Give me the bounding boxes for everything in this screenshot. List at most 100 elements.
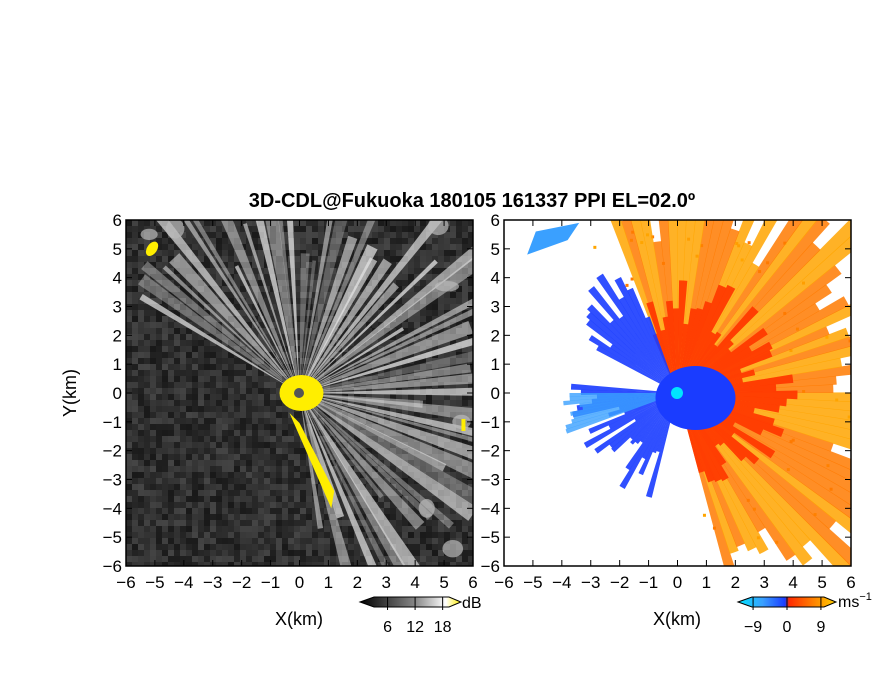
noise-cell [378, 442, 384, 448]
noise-cell [150, 520, 156, 526]
noise-cell [186, 358, 192, 364]
noise-cell [402, 376, 408, 382]
noise-cell [348, 232, 354, 238]
noise-cell [150, 490, 156, 496]
noise-cell [306, 250, 312, 256]
noise-cell [156, 226, 162, 232]
noise-cell [288, 448, 294, 454]
noise-cell [288, 532, 294, 538]
noise-cell [186, 238, 192, 244]
noise-cell [252, 550, 258, 556]
noise-cell [228, 256, 234, 262]
noise-cell [438, 562, 444, 566]
reflectivity-beam [299, 235, 358, 393]
noise-cell [396, 286, 402, 292]
noise-cell [408, 262, 414, 268]
noise-cell [252, 262, 258, 268]
noise-cell [396, 244, 402, 250]
noise-cell [306, 286, 312, 292]
noise-cell [342, 220, 348, 226]
noise-cell [168, 442, 174, 448]
noise-cell [216, 364, 222, 370]
noise-cell [240, 424, 246, 430]
noise-cell [348, 226, 354, 232]
noise-cell [234, 298, 240, 304]
noise-cell [270, 304, 276, 310]
noise-cell [144, 496, 150, 502]
noise-cell [198, 220, 204, 226]
noise-cell [228, 226, 234, 232]
noise-cell [264, 400, 270, 406]
noise-cell [462, 460, 468, 466]
noise-cell [186, 388, 192, 394]
noise-cell [126, 292, 132, 298]
noise-cell [414, 550, 420, 556]
noise-cell [192, 526, 198, 532]
noise-cell [300, 448, 306, 454]
noise-cell [372, 544, 378, 550]
noise-cell [216, 226, 222, 232]
noise-cell [462, 310, 468, 316]
noise-cell [168, 400, 174, 406]
left-colorbar-bar [358, 596, 463, 608]
noise-cell [384, 274, 390, 280]
noise-cell [228, 346, 234, 352]
noise-cell [456, 430, 462, 436]
noise-cell [408, 538, 414, 544]
noise-cell [396, 508, 402, 514]
reflectivity-beam [299, 320, 473, 393]
noise-cell [198, 322, 204, 328]
noise-cell [444, 472, 450, 478]
noise-cell [132, 280, 138, 286]
noise-cell [228, 394, 234, 400]
noise-cell [318, 448, 324, 454]
x-tick-label: 0 [295, 573, 304, 592]
noise-cell [180, 484, 186, 490]
reflectivity-beam [299, 387, 473, 396]
noise-cell [354, 352, 360, 358]
noise-cell [258, 496, 264, 502]
noise-cell [216, 466, 222, 472]
noise-cell [294, 256, 300, 262]
noise-cell [258, 454, 264, 460]
noise-cell [324, 436, 330, 442]
noise-cell [390, 400, 396, 406]
noise-cell [366, 454, 372, 460]
noise-cell [450, 436, 456, 442]
noise-cell [156, 442, 162, 448]
noise-cell [294, 460, 300, 466]
noise-cell [318, 532, 324, 538]
noise-cell [468, 442, 473, 448]
noise-cell [192, 490, 198, 496]
noise-cell [246, 502, 252, 508]
noise-cell [324, 556, 330, 562]
noise-cell [354, 262, 360, 268]
noise-cell [168, 382, 174, 388]
noise-cell [402, 508, 408, 514]
noise-cell [468, 244, 473, 250]
noise-cell [174, 376, 180, 382]
noise-cell [432, 316, 438, 322]
noise-cell [264, 262, 270, 268]
noise-cell [270, 226, 276, 232]
noise-cell [156, 382, 162, 388]
x-tick-label: 3 [382, 573, 391, 592]
noise-cell [186, 334, 192, 340]
noise-cell [282, 226, 288, 232]
noise-cell [228, 496, 234, 502]
noise-cell [402, 472, 408, 478]
noise-cell [270, 394, 276, 400]
noise-cell [408, 352, 414, 358]
noise-cell [126, 538, 132, 544]
noise-cell [372, 376, 378, 382]
noise-cell [174, 550, 180, 556]
noise-cell [234, 520, 240, 526]
noise-cell [408, 400, 414, 406]
noise-cell [450, 304, 456, 310]
noise-cell [420, 526, 426, 532]
noise-cell [420, 442, 426, 448]
noise-cell [204, 400, 210, 406]
noise-cell [336, 256, 342, 262]
noise-cell [204, 466, 210, 472]
noise-cell [198, 226, 204, 232]
